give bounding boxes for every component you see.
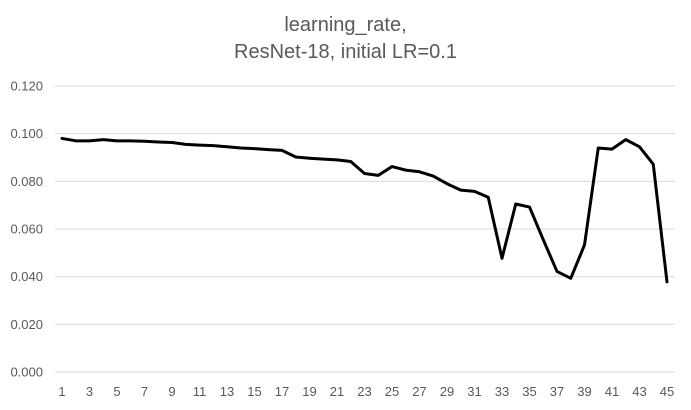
x-tick-label: 17 [275, 384, 289, 399]
x-tick-label: 13 [220, 384, 234, 399]
x-tick-label: 33 [495, 384, 509, 399]
series-line-0 [60, 136, 669, 284]
x-tick-label: 19 [302, 384, 316, 399]
x-tick-label: 39 [577, 384, 591, 399]
y-tick-label: 0.000 [10, 365, 43, 380]
x-tick-label: 9 [168, 384, 175, 399]
y-tick-label: 0.020 [10, 317, 43, 332]
x-tick-label: 41 [605, 384, 619, 399]
x-tick-label: 27 [412, 384, 426, 399]
x-tick-label: 1 [58, 384, 65, 399]
y-tick-label: 0.100 [10, 126, 43, 141]
y-tick-label: 0.120 [10, 79, 43, 94]
x-tick-label: 15 [247, 384, 261, 399]
x-tick-label: 5 [113, 384, 120, 399]
x-tick-label: 43 [632, 384, 646, 399]
x-tick-label: 29 [440, 384, 454, 399]
chart-title-line-2: ResNet-18, initial LR=0.1 [234, 41, 457, 63]
x-tick-label: 45 [660, 384, 674, 399]
x-tick-label: 35 [522, 384, 536, 399]
chart-title-line-1: learning_rate, [284, 14, 407, 36]
x-tick-label: 3 [86, 384, 93, 399]
x-tick-label: 21 [330, 384, 344, 399]
y-tick-label: 0.080 [10, 174, 43, 189]
y-tick-label: 0.040 [10, 269, 43, 284]
x-tick-label: 11 [193, 384, 207, 399]
x-tick-label: 7 [141, 384, 148, 399]
x-tick-label: 37 [550, 384, 564, 399]
y-tick-label: 0.060 [10, 222, 43, 237]
x-tick-label: 25 [385, 384, 399, 399]
x-tick-label: 23 [357, 384, 371, 399]
x-tick-label: 31 [467, 384, 481, 399]
